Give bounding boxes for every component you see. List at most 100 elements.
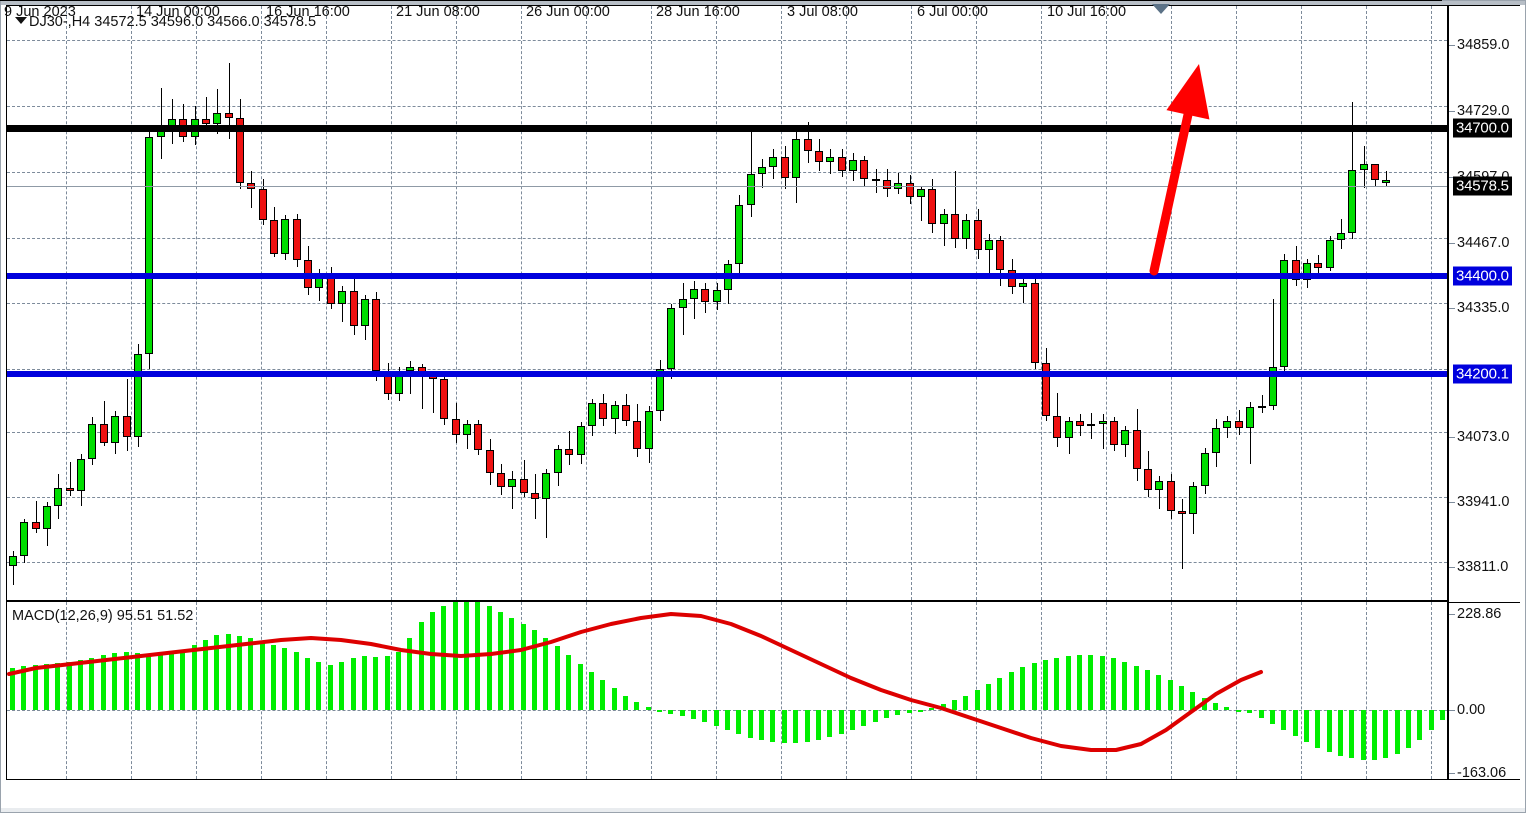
candle-body-bullish[interactable] — [962, 220, 971, 240]
candle-body-bullish[interactable] — [1098, 421, 1107, 425]
candle-body-bearish[interactable] — [1030, 283, 1039, 364]
candle-body-bullish[interactable] — [1325, 240, 1334, 269]
candle-body-bearish[interactable] — [31, 521, 40, 530]
candle-body-bearish[interactable] — [701, 289, 710, 303]
candle-body-bearish[interactable] — [1053, 416, 1062, 439]
candle-body-bullish[interactable] — [1121, 430, 1130, 446]
candle-body-bullish[interactable] — [644, 411, 653, 450]
cursor-position-marker[interactable] — [1152, 4, 1170, 14]
candle-body-bullish[interactable] — [213, 113, 222, 125]
candle-body-bearish[interactable] — [1041, 363, 1050, 417]
candle-body-bullish[interactable] — [917, 189, 925, 198]
candle-body-bearish[interactable] — [122, 416, 131, 438]
candle-body-bearish[interactable] — [928, 189, 937, 225]
candle-body-bearish[interactable] — [803, 139, 812, 152]
candle-body-bearish[interactable] — [201, 119, 210, 125]
candle-body-bullish[interactable] — [712, 290, 721, 303]
price-axis[interactable]: 34859.034729.034700.034597.034578.534467… — [1448, 5, 1520, 780]
candle-body-bearish[interactable] — [996, 240, 1005, 271]
candle-body-bearish[interactable] — [1178, 511, 1187, 515]
axis-price-badge-level[interactable]: 34200.1 — [1453, 364, 1512, 384]
candle-body-bullish[interactable] — [792, 139, 801, 179]
macd-plot-area[interactable] — [7, 602, 1447, 779]
candle-body-bullish[interactable] — [145, 137, 154, 355]
candle-body-bullish[interactable] — [576, 426, 585, 456]
candle-body-bullish[interactable] — [769, 157, 778, 168]
candle-body-bullish[interactable] — [1155, 481, 1164, 491]
candle-body-bearish[interactable] — [633, 421, 642, 450]
candle-body-bullish[interactable] — [1348, 170, 1357, 234]
candle-body-bullish[interactable] — [690, 289, 698, 300]
level-line-34400-0[interactable] — [7, 273, 1447, 279]
candle-body-bullish[interactable] — [1336, 233, 1345, 241]
candle-body-bullish[interactable] — [655, 369, 664, 412]
candle-body-bearish[interactable] — [951, 214, 960, 240]
candle-body-bullish[interactable] — [338, 291, 347, 305]
candle-body-bearish[interactable] — [531, 493, 540, 500]
candle-body-bearish[interactable] — [1144, 469, 1152, 491]
candle-body-bearish[interactable] — [99, 424, 108, 444]
candle-body-bullish[interactable] — [1280, 260, 1289, 368]
candle-body-bearish[interactable] — [1132, 430, 1141, 470]
axis-price-badge-current[interactable]: 34578.5 — [1453, 176, 1512, 196]
candle-body-bullish[interactable] — [1019, 283, 1028, 288]
candle-body-bullish[interactable] — [1200, 453, 1209, 487]
candle-body-bullish[interactable] — [1268, 367, 1277, 407]
candle-body-bearish[interactable] — [905, 183, 914, 198]
candle-body-bearish[interactable] — [871, 179, 880, 182]
candle-body-bullish[interactable] — [1359, 164, 1368, 171]
candle-body-bearish[interactable] — [236, 118, 244, 184]
candle-body-bullish[interactable] — [463, 424, 471, 436]
candle-body-bearish[interactable] — [780, 157, 789, 179]
candle-body-bearish[interactable] — [860, 160, 869, 180]
candle-body-bullish[interactable] — [133, 354, 142, 438]
candle-body-bullish[interactable] — [111, 416, 120, 444]
candle-body-bullish[interactable] — [826, 157, 835, 163]
candle-body-bullish[interactable] — [281, 219, 290, 255]
candle-body-bearish[interactable] — [1234, 421, 1243, 429]
candle-body-bearish[interactable] — [451, 419, 460, 436]
price-chart-panel[interactable]: DJ30-,H4 34572.5 34596.0 34566.0 34578.5 — [6, 5, 1448, 601]
candle-body-bullish[interactable] — [1302, 263, 1311, 281]
candle-body-bullish[interactable] — [43, 505, 52, 530]
candle-body-bearish[interactable] — [65, 488, 74, 492]
candle-body-bullish[interactable] — [1189, 486, 1198, 515]
candle-body-bullish[interactable] — [9, 556, 17, 567]
candle-body-bullish[interactable] — [678, 299, 687, 309]
axis-price-badge-current[interactable]: 34700.0 — [1453, 118, 1512, 138]
candle-body-bearish[interactable] — [497, 473, 506, 488]
candle-body-bullish[interactable] — [848, 160, 857, 172]
candle-body-bullish[interactable] — [553, 449, 562, 474]
candle-body-bearish[interactable] — [599, 403, 608, 420]
axis-price-badge-level[interactable]: 34400.0 — [1453, 266, 1512, 286]
candle-body-bearish[interactable] — [621, 405, 630, 422]
candle-body-bearish[interactable] — [292, 219, 301, 261]
candle-body-bullish[interactable] — [985, 240, 994, 251]
level-line-34200-1[interactable] — [7, 371, 1447, 377]
candle-body-bullish[interactable] — [508, 479, 517, 488]
candle-body-bullish[interactable] — [406, 367, 415, 372]
candle-body-bearish[interactable] — [258, 189, 267, 221]
candle-body-bullish[interactable] — [667, 308, 676, 370]
candle-body-bearish[interactable] — [372, 299, 381, 372]
candle-body-bullish[interactable] — [758, 167, 767, 175]
candle-body-bullish[interactable] — [1246, 407, 1255, 429]
candle-body-bearish[interactable] — [519, 479, 528, 494]
candle-body-bullish[interactable] — [1382, 180, 1391, 184]
candle-body-bearish[interactable] — [474, 424, 483, 451]
candle-body-bearish[interactable] — [814, 151, 823, 163]
macd-indicator-panel[interactable]: MACD(12,26,9) 95.51 51.52 — [6, 601, 1448, 780]
price-plot-area[interactable] — [7, 6, 1447, 600]
candle-body-bullish[interactable] — [77, 459, 86, 492]
candle-body-bullish[interactable] — [360, 299, 369, 327]
candle-body-bullish[interactable] — [1212, 428, 1221, 454]
candle-body-bearish[interactable] — [270, 220, 279, 255]
candle-body-bearish[interactable] — [837, 157, 846, 172]
candle-body-bullish[interactable] — [1257, 406, 1266, 409]
candle-body-bearish[interactable] — [1314, 263, 1323, 269]
candle-body-bullish[interactable] — [20, 521, 29, 557]
candle-body-bearish[interactable] — [1291, 260, 1300, 281]
candle-body-bearish[interactable] — [349, 291, 358, 327]
candle-body-bullish[interactable] — [939, 214, 948, 225]
level-line-34578-5[interactable] — [7, 186, 1447, 187]
